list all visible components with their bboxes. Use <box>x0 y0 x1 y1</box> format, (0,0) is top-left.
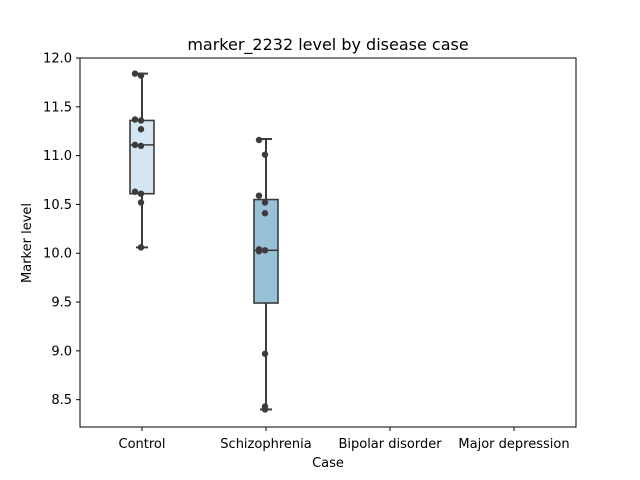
data-point <box>255 192 263 199</box>
plot-frame <box>79 57 577 428</box>
y-axis-label: Marker level <box>20 203 35 283</box>
data-point <box>131 188 139 195</box>
x-tick-label: Control <box>119 437 166 452</box>
data-point <box>131 141 139 149</box>
y-tick-label: 8.5 <box>51 393 72 408</box>
plot-layer: 8.5 9.0 9.5 10.0 10.5 11.0 11.5 12.0 Control Schi… <box>43 52 577 452</box>
y-tick-label: 11.0 <box>43 149 72 164</box>
y-tick-label: 11.5 <box>43 100 72 115</box>
y-tick-label: 10.0 <box>43 247 72 262</box>
iqr-box <box>129 119 155 195</box>
data-point <box>261 406 269 413</box>
x-tick-label: Schizophrenia <box>220 437 311 452</box>
data-point <box>255 248 263 255</box>
y-tick-label: 9.5 <box>51 296 72 311</box>
data-point <box>261 210 269 217</box>
data-point <box>255 136 263 144</box>
data-point <box>137 72 145 79</box>
data-point <box>131 116 139 123</box>
data-point <box>261 151 269 158</box>
data-point <box>261 350 269 357</box>
data-point <box>137 190 145 197</box>
data-point <box>137 117 145 124</box>
data-point <box>261 247 269 254</box>
data-point <box>137 126 145 133</box>
y-tick-label: 10.5 <box>43 198 72 213</box>
chart-title: marker_2232 level by disease case <box>187 35 468 55</box>
x-tick-label: Major depression <box>458 437 569 452</box>
data-point <box>261 199 269 206</box>
data-point <box>131 70 139 77</box>
data-point <box>137 199 145 206</box>
x-axis-label: Case <box>312 456 344 471</box>
data-point <box>137 244 145 251</box>
x-tick-label: Bipolar disorder <box>338 437 442 452</box>
y-tick-label: 12.0 <box>43 52 72 67</box>
y-tick-label: 9.0 <box>51 344 72 359</box>
data-point <box>137 142 145 150</box>
